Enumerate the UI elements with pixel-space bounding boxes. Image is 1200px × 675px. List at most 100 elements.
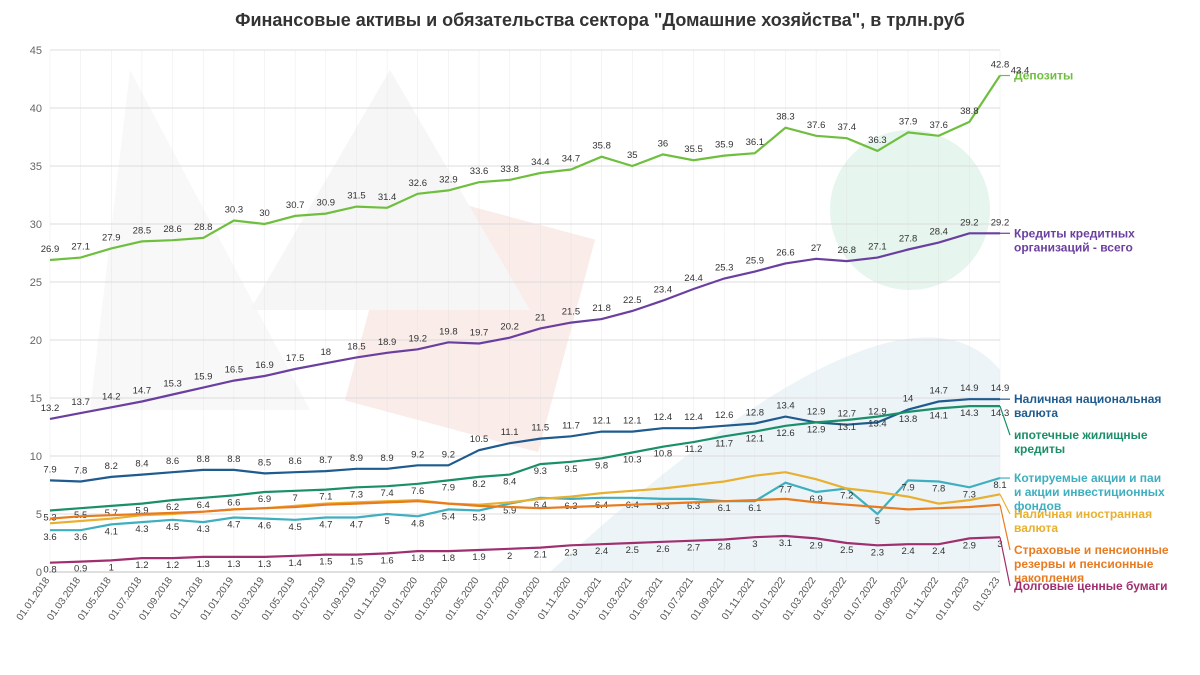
data-point-label: 8.4 bbox=[135, 459, 148, 470]
series-label: Наличная иностраннаявалюта bbox=[1014, 507, 1152, 535]
data-point-label: 2.4 bbox=[595, 546, 608, 557]
data-point-label: 0.9 bbox=[74, 564, 87, 575]
ytick-label: 45 bbox=[30, 45, 42, 57]
data-point-label: 1.2 bbox=[166, 560, 179, 571]
data-point-label: 10.8 bbox=[654, 449, 673, 460]
data-point-label: 35 bbox=[627, 150, 638, 161]
data-point-label: 35.8 bbox=[592, 141, 611, 152]
data-point-label: 36.3 bbox=[868, 135, 887, 146]
data-point-label: 2.7 bbox=[687, 543, 700, 554]
data-point-label: 2.4 bbox=[901, 546, 914, 557]
data-point-label: 14 bbox=[903, 394, 914, 405]
data-point-label: 4.5 bbox=[166, 522, 179, 533]
data-point-label: 5 bbox=[875, 516, 880, 527]
data-point-label: 10.5 bbox=[470, 434, 489, 445]
data-point-label: 14.1 bbox=[929, 410, 948, 421]
data-point-label: 1.9 bbox=[472, 552, 485, 563]
data-point-label: 4.7 bbox=[319, 519, 332, 530]
ytick-label: 40 bbox=[30, 103, 42, 115]
data-point-label: 2.6 bbox=[656, 544, 669, 555]
data-point-label: 22.5 bbox=[623, 295, 642, 306]
data-point-label: 1.4 bbox=[289, 558, 302, 569]
data-point-label: 11.7 bbox=[715, 438, 733, 449]
data-point-label: 32.9 bbox=[439, 174, 458, 185]
data-point-label: 7 bbox=[293, 493, 298, 504]
data-point-label: 11.7 bbox=[562, 420, 580, 431]
data-point-label: 12.9 bbox=[807, 424, 826, 435]
data-point-label: 12.8 bbox=[746, 408, 765, 419]
data-point-label: 8.2 bbox=[105, 461, 118, 472]
data-point-label: 8.9 bbox=[350, 453, 363, 464]
data-point-label: 3.6 bbox=[74, 532, 87, 543]
data-point-label: 8.6 bbox=[166, 456, 179, 467]
ytick-label: 25 bbox=[30, 277, 42, 289]
data-point-label: 30 bbox=[259, 208, 270, 219]
data-point-label: 30.7 bbox=[286, 200, 305, 211]
data-point-label: 14.3 bbox=[991, 408, 1010, 419]
data-point-label: 12.4 bbox=[684, 412, 703, 423]
ytick-label: 5 bbox=[36, 509, 42, 521]
data-point-label: 9.2 bbox=[442, 449, 455, 460]
data-point-label: 8.2 bbox=[472, 479, 485, 490]
data-point-label: 9.5 bbox=[564, 464, 577, 475]
data-point-label: 6.1 bbox=[748, 503, 761, 514]
data-point-label: 19.7 bbox=[470, 327, 489, 338]
data-point-label: 14.7 bbox=[133, 385, 152, 396]
data-point-label: 13.8 bbox=[899, 414, 918, 425]
data-point-label: 33.8 bbox=[500, 164, 519, 175]
data-point-label: 9.8 bbox=[595, 460, 608, 471]
data-point-label: 30.9 bbox=[317, 198, 336, 209]
xtick-label: 01.03.23 bbox=[971, 575, 1003, 614]
data-point-label: 4.8 bbox=[411, 518, 424, 529]
data-point-label: 12.7 bbox=[838, 409, 857, 420]
data-point-label: 28.6 bbox=[163, 224, 182, 235]
data-point-label: 7.2 bbox=[840, 490, 853, 501]
ytick-label: 20 bbox=[30, 335, 42, 347]
data-point-label: 14.2 bbox=[102, 391, 121, 402]
data-point-label: 1.3 bbox=[227, 559, 240, 570]
data-point-label: 6.4 bbox=[197, 500, 210, 511]
data-point-label: 8.4 bbox=[503, 477, 516, 488]
data-point-label: 35.5 bbox=[684, 144, 703, 155]
data-point-label: 2.5 bbox=[840, 545, 853, 556]
data-point-label: 31.5 bbox=[347, 191, 366, 202]
data-point-label: 4.3 bbox=[135, 524, 148, 535]
data-point-label: 4.3 bbox=[197, 524, 210, 535]
data-point-label: 4.7 bbox=[227, 519, 240, 530]
data-point-label: 27 bbox=[811, 243, 822, 254]
data-point-label: 21 bbox=[535, 312, 546, 323]
data-point-label: 6.1 bbox=[718, 503, 731, 514]
data-point-label: 11.2 bbox=[685, 444, 703, 455]
data-point-label: 29.2 bbox=[960, 217, 979, 228]
data-point-label: 2.8 bbox=[718, 542, 731, 553]
ytick-label: 10 bbox=[30, 451, 42, 463]
data-point-label: 36 bbox=[658, 138, 669, 149]
data-point-label: 13.4 bbox=[868, 419, 887, 430]
data-point-label: 2.9 bbox=[810, 540, 823, 551]
data-point-label: 2.4 bbox=[932, 546, 945, 557]
data-point-label: 1.2 bbox=[135, 560, 148, 571]
data-point-label: 8.8 bbox=[227, 454, 240, 465]
data-point-label: 33.6 bbox=[470, 166, 489, 177]
data-point-label: 7.9 bbox=[901, 482, 914, 493]
data-point-label: 2.5 bbox=[626, 545, 639, 556]
data-point-label: 21.5 bbox=[562, 307, 581, 318]
data-point-label: 37.6 bbox=[807, 120, 826, 131]
data-point-label: 26.8 bbox=[838, 245, 857, 256]
data-point-label: 7.8 bbox=[74, 466, 87, 477]
data-point-label: 1.5 bbox=[350, 557, 363, 568]
data-point-label: 28.4 bbox=[929, 227, 948, 238]
series-label: Кредиты кредитныхорганизаций - всего bbox=[1014, 226, 1135, 254]
data-point-label: 2.9 bbox=[963, 540, 976, 551]
data-point-label: 7.8 bbox=[932, 484, 945, 495]
data-point-label: 4.6 bbox=[258, 521, 271, 532]
data-point-label: 18.9 bbox=[378, 337, 397, 348]
data-point-label: 6.9 bbox=[258, 494, 271, 505]
data-point-label: 6.2 bbox=[166, 502, 179, 513]
data-point-label: 0.8 bbox=[43, 565, 56, 576]
data-point-label: 10.3 bbox=[623, 455, 642, 466]
data-point-label: 8.1 bbox=[993, 480, 1006, 491]
data-point-label: 37.9 bbox=[899, 116, 918, 127]
data-point-label: 24.4 bbox=[684, 273, 703, 284]
data-point-label: 27.9 bbox=[102, 232, 121, 243]
